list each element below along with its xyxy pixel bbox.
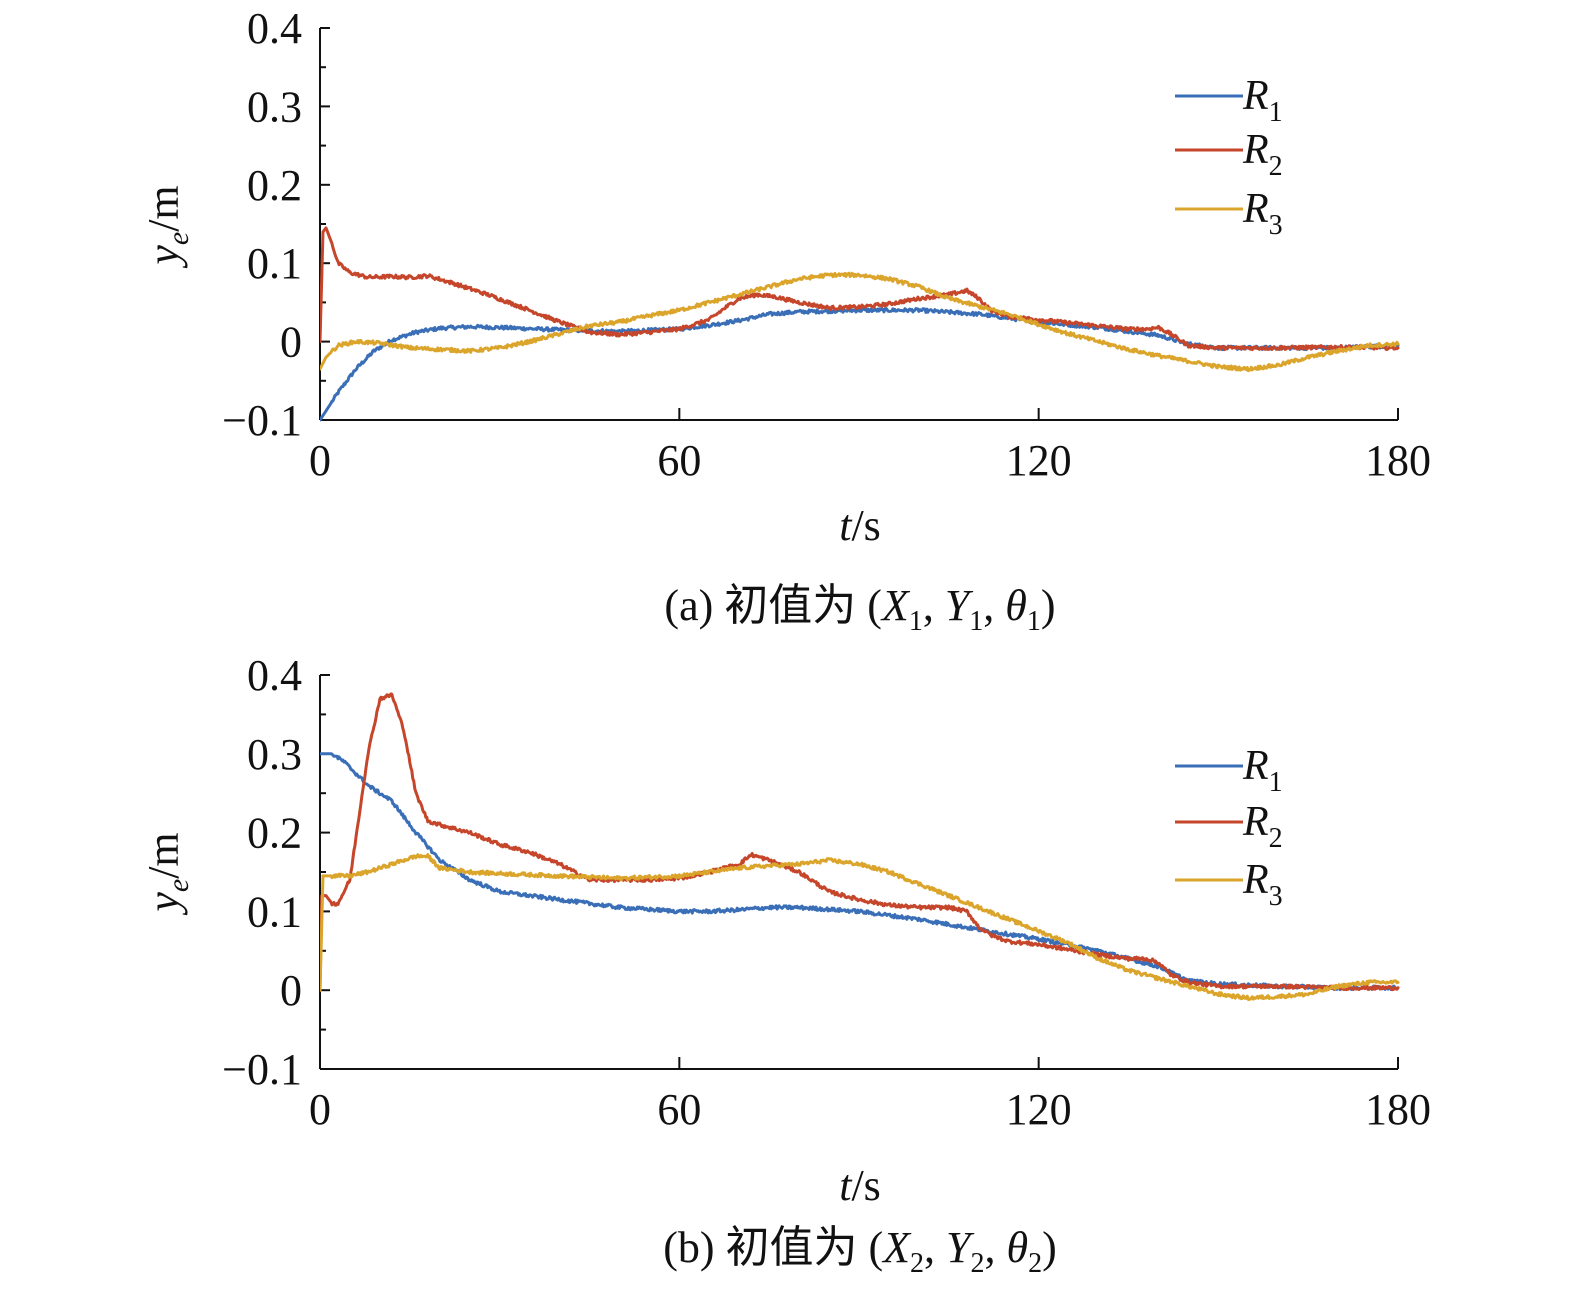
x-ticks: 0 60 120 180 <box>309 1057 1431 1134</box>
x-tick-label: 60 <box>657 436 701 485</box>
series-layer <box>320 226 1400 422</box>
series-line-r2 <box>320 692 1400 992</box>
y-tick-label: −0.1 <box>222 396 302 445</box>
y-axis-label-text: ye/m <box>139 832 195 915</box>
legend: R1 R2 R3 <box>1175 743 1283 912</box>
series-layer <box>320 692 1400 1001</box>
x-tick-label: 120 <box>1006 1085 1072 1134</box>
y-tick-label: 0.2 <box>247 161 302 210</box>
legend: R1 R2 R3 <box>1175 73 1283 241</box>
y-axis-label: ye/m <box>139 185 195 268</box>
y-ticks: −0.1 0 0.1 0.2 0.3 0.4 <box>222 651 330 1094</box>
legend-label-r2: R2 <box>1242 799 1283 854</box>
caption-b: (b) 初值为 (X2, Y2, θ2) <box>663 1223 1057 1279</box>
x-tick-label: 180 <box>1365 1085 1431 1134</box>
y-tick-label: 0 <box>280 966 302 1015</box>
y-tick-label: 0.3 <box>247 730 302 779</box>
series-line-r3 <box>320 853 1400 1001</box>
legend-label-r3: R3 <box>1242 186 1283 241</box>
caption-a: (a) 初值为 (X1, Y1, θ1) <box>664 581 1055 637</box>
x-tick-label: 60 <box>657 1085 701 1134</box>
y-tick-label: −0.1 <box>222 1045 302 1094</box>
y-ticks: −0.1 0 0.1 0.2 0.3 0.4 <box>222 4 330 445</box>
x-tick-label: 0 <box>309 1085 331 1134</box>
y-tick-label: 0.4 <box>247 651 302 700</box>
y-tick-label: 0.3 <box>247 82 302 131</box>
x-ticks: 0 60 120 180 <box>309 408 1431 485</box>
y-tick-label: 0.4 <box>247 4 302 53</box>
chart-panel-b: ye/m −0.100.10.20.30.4 0 60 120 180 t/s R1 … <box>139 651 1431 1279</box>
x-tick-label: 0 <box>309 436 331 485</box>
x-axis-label: t/s <box>839 501 881 550</box>
series-line-r3 <box>320 271 1400 373</box>
legend-label-r1: R1 <box>1242 743 1283 798</box>
chart-panel-a: ye/m −0.100.10.20.30.4 0 60 120 180 t/s R1 … <box>139 4 1431 637</box>
legend-label-r3: R3 <box>1242 857 1283 912</box>
x-tick-label: 180 <box>1365 436 1431 485</box>
y-axis-label: ye/m <box>139 832 195 915</box>
series-line-r1 <box>320 307 1400 422</box>
y-tick-label: 0.2 <box>247 809 302 858</box>
y-axis-label-text: ye/m <box>139 185 195 268</box>
x-tick-label: 120 <box>1006 436 1072 485</box>
y-tick-label: 0.1 <box>247 887 302 936</box>
x-axis-label: t/s <box>839 1161 881 1210</box>
legend-label-r1: R1 <box>1242 73 1283 128</box>
series-line-r2 <box>320 226 1400 352</box>
y-tick-label: 0 <box>280 318 302 367</box>
legend-label-r2: R2 <box>1242 127 1283 182</box>
y-tick-label: 0.1 <box>247 239 302 288</box>
